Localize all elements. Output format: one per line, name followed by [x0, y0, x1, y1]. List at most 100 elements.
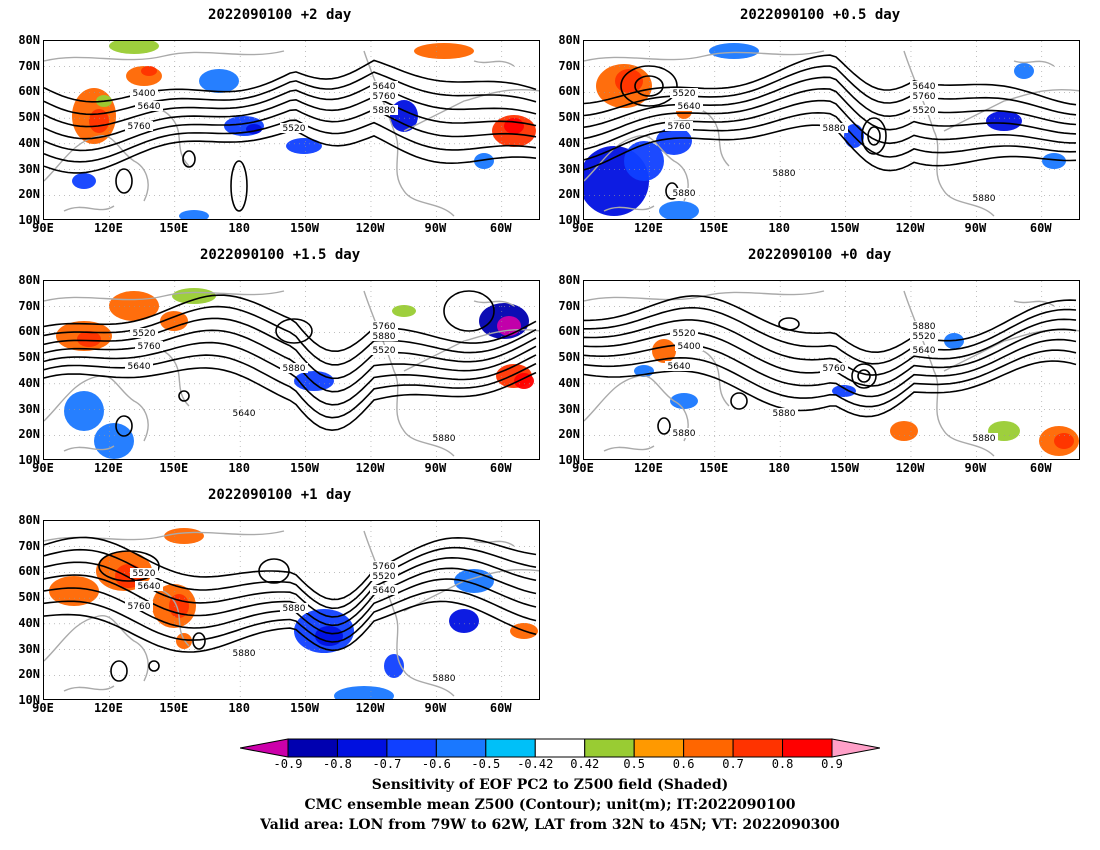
contour-label: 5880 [673, 189, 696, 199]
lon-tick-label: 120W [895, 221, 925, 235]
z500-contour [44, 108, 537, 152]
contour-label: 5880 [773, 169, 796, 179]
contour-label: 5520 [373, 346, 396, 356]
coastline [603, 205, 655, 212]
z500-closed-contour [230, 160, 248, 212]
map-plus15: 5520 5760 5640 5880 5760 5880 5520 5640 5880 [43, 280, 540, 460]
contour-label: 5520 [673, 329, 696, 339]
contour-label: 5400 [678, 342, 701, 352]
sensitivity-shade [390, 100, 418, 132]
lat-tick-label: 20N [558, 427, 580, 442]
lon-tick-label: 120E [633, 221, 663, 235]
sensitivity-shade [670, 393, 698, 409]
contour-label: 5640 [138, 102, 161, 112]
map-plus0: 5520 5400 5640 5760 5880 5520 5640 5880 5880 5880 [583, 280, 1080, 460]
colorbar-tick-label: -0.8 [323, 757, 352, 771]
lon-tick-label: 150W [830, 221, 860, 235]
coastline [363, 50, 455, 217]
coastline [403, 328, 539, 372]
contour-label: 5880 [283, 364, 306, 374]
contour-label: 5880 [433, 434, 456, 444]
lat-tick-label: 30N [18, 401, 40, 416]
contour-label: 5640 [913, 346, 936, 356]
contour-label: 5880 [973, 434, 996, 444]
caption-line-2: CMC ensemble mean Z500 (Contour); unit(m… [304, 797, 796, 813]
lon-tick-label: 120W [355, 221, 385, 235]
sensitivity-shade [49, 576, 99, 606]
lat-tick-label: 50N [18, 590, 40, 605]
contour-label: 5520 [913, 332, 936, 342]
map-plus1: 5520 5640 5760 5880 5760 5520 5640 5880 5880 [43, 520, 540, 700]
contour-label: 5640 [373, 82, 396, 92]
colorbar-tick-label: 0.5 [623, 757, 646, 771]
contour-label: 5760 [128, 122, 151, 132]
sensitivity-shade [179, 210, 209, 219]
lat-tick-label: 60N [18, 564, 40, 579]
sensitivity-shade [294, 371, 334, 391]
sensitivity-shade [624, 141, 664, 181]
lat-tick-label: 10N [18, 453, 40, 467]
lat-tick-label: 20N [18, 427, 40, 442]
coastline [44, 615, 149, 682]
sensitivity-shade [890, 421, 918, 441]
colorbar-swatch [534, 738, 586, 758]
colorbar-swatch [435, 738, 487, 758]
sensitivity-shade [334, 686, 394, 699]
coastline [44, 135, 149, 202]
lon-tick-label: 120E [93, 701, 123, 715]
sensitivity-shade [199, 69, 239, 93]
z500-contour [44, 119, 537, 163]
z500-closed-contour [258, 558, 290, 584]
lon-tick-label: 60W [489, 461, 512, 475]
z500-closed-contour [861, 117, 887, 155]
z500-contour [44, 305, 537, 366]
lon-tick-label: 90E [572, 221, 594, 235]
lon-tick-label: 120E [633, 461, 663, 475]
coastline [63, 685, 115, 692]
lon-tick-label: 60W [1029, 221, 1052, 235]
lat-tick-label: 70N [18, 58, 40, 73]
contour-label: 5880 [373, 332, 396, 342]
sensitivity-shade [64, 391, 104, 431]
sensitivity-shade [1054, 433, 1074, 449]
coastline [44, 530, 285, 542]
lon-tick-label: 120W [355, 461, 385, 475]
caption-line-3: Valid area: LON from 79W to 62W, LAT fro… [260, 817, 840, 833]
z500-contour [44, 59, 537, 103]
colorbar [240, 738, 880, 758]
z500-contour [584, 306, 1077, 365]
sensitivity-shade [652, 339, 676, 363]
contour-label: 5640 [233, 409, 256, 419]
sensitivity-shade [656, 127, 692, 155]
z500-closed-contour [182, 150, 196, 168]
contour-label: 5520 [913, 106, 936, 116]
z500-contour [584, 318, 1077, 376]
contour-label: 5640 [678, 102, 701, 112]
coastline [903, 50, 995, 217]
lon-tick-label: 150E [699, 221, 729, 235]
lon-tick-label: 150W [830, 461, 860, 475]
lon-tick-label: 90W [424, 701, 447, 715]
z500-contour [584, 65, 1077, 117]
contour-label: 5880 [433, 674, 456, 684]
sensitivity-shade [315, 626, 343, 646]
coastline [403, 88, 539, 132]
lon-tick-label: 90E [32, 701, 54, 715]
contour-label: 5880 [373, 106, 396, 116]
contour-label: 5520 [373, 572, 396, 582]
sensitivity-shade [832, 385, 856, 397]
z500-closed-contour [115, 168, 133, 194]
contour-label: 5880 [673, 429, 696, 439]
z500-contour [44, 317, 537, 380]
lat-tick-label: 60N [18, 324, 40, 339]
panel-title-plus1: 2022090100 +1 day [208, 487, 352, 503]
z500-closed-contour [275, 318, 313, 344]
lon-tick-label: 150E [159, 701, 189, 715]
z500-closed-contour [443, 290, 495, 332]
coastline [943, 88, 1079, 132]
colorbar-swatch [386, 738, 437, 758]
colorbar-swatch [732, 738, 784, 758]
colorbar-swatch [831, 738, 880, 758]
